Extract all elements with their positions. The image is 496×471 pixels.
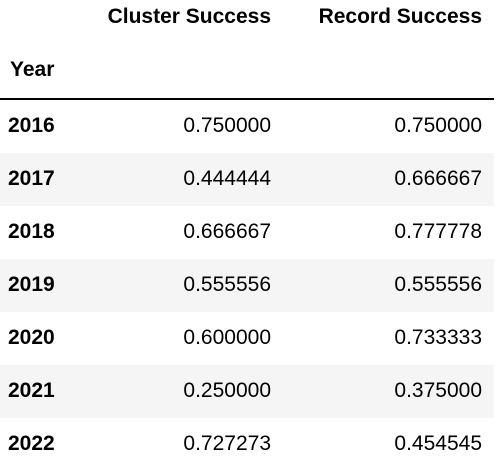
table-row: 2021 0.250000 0.375000 [0, 365, 494, 418]
cell-cluster-success: 0.444444 [183, 167, 271, 190]
row-index-year: 2021 [8, 379, 55, 402]
column-header-cluster-success: Cluster Success [107, 5, 271, 28]
cell-cluster-success: 0.750000 [183, 114, 271, 137]
cell-record-success: 0.666667 [394, 167, 482, 190]
table-body: 2016 0.750000 0.750000 2017 0.444444 0.6… [0, 100, 494, 471]
header-divider [0, 98, 494, 100]
index-header-row: Year [0, 52, 496, 98]
row-index-year: 2022 [8, 432, 55, 455]
cell-cluster-success: 0.727273 [183, 432, 271, 455]
cell-record-success: 0.555556 [394, 273, 482, 296]
cell-record-success: 0.733333 [394, 326, 482, 349]
table-row: 2016 0.750000 0.750000 [0, 100, 494, 153]
index-name-year: Year [10, 58, 55, 81]
row-index-year: 2018 [8, 220, 55, 243]
cell-record-success: 0.750000 [394, 114, 482, 137]
cell-cluster-success: 0.666667 [183, 220, 271, 243]
cell-cluster-success: 0.555556 [183, 273, 271, 296]
cell-record-success: 0.454545 [394, 432, 482, 455]
column-header-row: Cluster Success Record Success [0, 0, 496, 36]
table-row: 2022 0.727273 0.454545 [0, 418, 494, 471]
row-index-year: 2017 [8, 167, 55, 190]
cell-record-success: 0.375000 [394, 379, 482, 402]
table-row: 2019 0.555556 0.555556 [0, 259, 494, 312]
row-index-year: 2020 [8, 326, 55, 349]
row-index-year: 2019 [8, 273, 55, 296]
table-row: 2018 0.666667 0.777778 [0, 206, 494, 259]
row-index-year: 2016 [8, 114, 55, 137]
table-row: 2017 0.444444 0.666667 [0, 153, 494, 206]
cell-cluster-success: 0.600000 [183, 326, 271, 349]
table-row: 2020 0.600000 0.733333 [0, 312, 494, 365]
column-header-record-success: Record Success [318, 5, 482, 28]
cell-record-success: 0.777778 [394, 220, 482, 243]
cell-cluster-success: 0.250000 [183, 379, 271, 402]
